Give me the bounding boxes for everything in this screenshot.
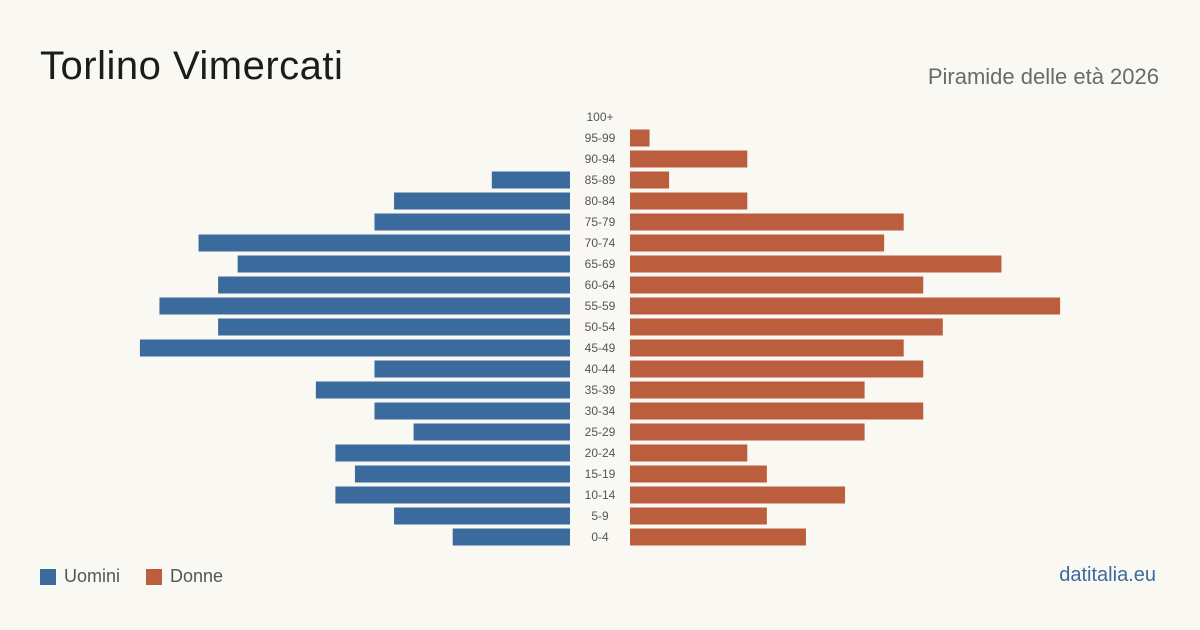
age-label-85-89: 85-89	[585, 173, 616, 187]
legend: Uomini Donne	[40, 566, 249, 587]
age-label-80-84: 80-84	[585, 194, 616, 208]
bar-men-0-4	[452, 528, 570, 546]
bar-women-75-79	[630, 213, 904, 231]
bar-women-60-64	[630, 276, 924, 294]
bar-women-70-74	[630, 234, 885, 252]
bar-men-55-59	[159, 297, 570, 315]
bar-women-55-59	[630, 297, 1061, 315]
bar-women-65-69	[630, 255, 1002, 273]
bar-women-40-44	[630, 360, 924, 378]
age-label-70-74: 70-74	[585, 236, 616, 250]
age-label-100+: 100+	[586, 110, 613, 124]
bar-women-35-39	[630, 381, 865, 399]
bar-women-95-99	[630, 129, 650, 147]
bar-women-30-34	[630, 402, 924, 420]
bar-men-10-14	[335, 486, 570, 504]
bar-women-5-9	[630, 507, 767, 525]
age-label-55-59: 55-59	[585, 299, 616, 313]
bar-men-20-24	[335, 444, 570, 462]
bar-men-40-44	[374, 360, 570, 378]
age-label-30-34: 30-34	[585, 404, 616, 418]
legend-item-men: Uomini	[40, 566, 120, 587]
chart-subtitle: Piramide delle età 2026	[927, 64, 1159, 89]
age-label-75-79: 75-79	[585, 215, 616, 229]
age-label-10-14: 10-14	[585, 488, 616, 502]
brand-link[interactable]: datitalia.eu	[1059, 564, 1156, 586]
bar-women-80-84	[630, 192, 748, 210]
age-label-15-19: 15-19	[585, 467, 616, 481]
bar-men-75-79	[374, 213, 570, 231]
bar-women-45-49	[630, 339, 904, 357]
bar-men-80-84	[394, 192, 570, 210]
legend-swatch-women	[146, 568, 163, 585]
bar-men-5-9	[394, 507, 570, 525]
chart-title: Torlino Vimercati	[40, 44, 344, 88]
bar-men-50-54	[218, 318, 570, 336]
bar-men-45-49	[139, 339, 570, 357]
age-label-60-64: 60-64	[585, 278, 616, 292]
age-label-35-39: 35-39	[585, 383, 616, 397]
age-label-25-29: 25-29	[585, 425, 616, 439]
age-label-0-4: 0-4	[591, 530, 609, 544]
age-label-90-94: 90-94	[585, 152, 616, 166]
bar-men-25-29	[413, 423, 570, 441]
bar-women-10-14	[630, 486, 846, 504]
bar-men-30-34	[374, 402, 570, 420]
legend-item-women: Donne	[146, 566, 223, 587]
legend-label-men: Uomini	[64, 566, 121, 586]
bar-women-0-4	[630, 528, 806, 546]
age-label-40-44: 40-44	[585, 362, 616, 376]
age-label-50-54: 50-54	[585, 320, 616, 334]
bar-women-20-24	[630, 444, 748, 462]
age-label-45-49: 45-49	[585, 341, 616, 355]
legend-label-women: Donne	[170, 566, 224, 586]
age-label-5-9: 5-9	[591, 509, 609, 523]
bar-women-50-54	[630, 318, 943, 336]
bar-women-90-94	[630, 150, 748, 168]
bar-women-15-19	[630, 465, 767, 483]
bar-men-85-89	[491, 171, 570, 189]
age-label-20-24: 20-24	[585, 446, 616, 460]
bar-women-85-89	[630, 171, 670, 189]
bar-men-65-69	[237, 255, 570, 273]
age-label-95-99: 95-99	[585, 131, 616, 145]
age-label-65-69: 65-69	[585, 257, 616, 271]
bar-men-15-19	[354, 465, 570, 483]
bar-men-60-64	[218, 276, 570, 294]
bar-women-25-29	[630, 423, 865, 441]
legend-swatch-men	[40, 568, 56, 585]
bar-men-35-39	[315, 381, 570, 399]
bar-men-70-74	[198, 234, 571, 252]
